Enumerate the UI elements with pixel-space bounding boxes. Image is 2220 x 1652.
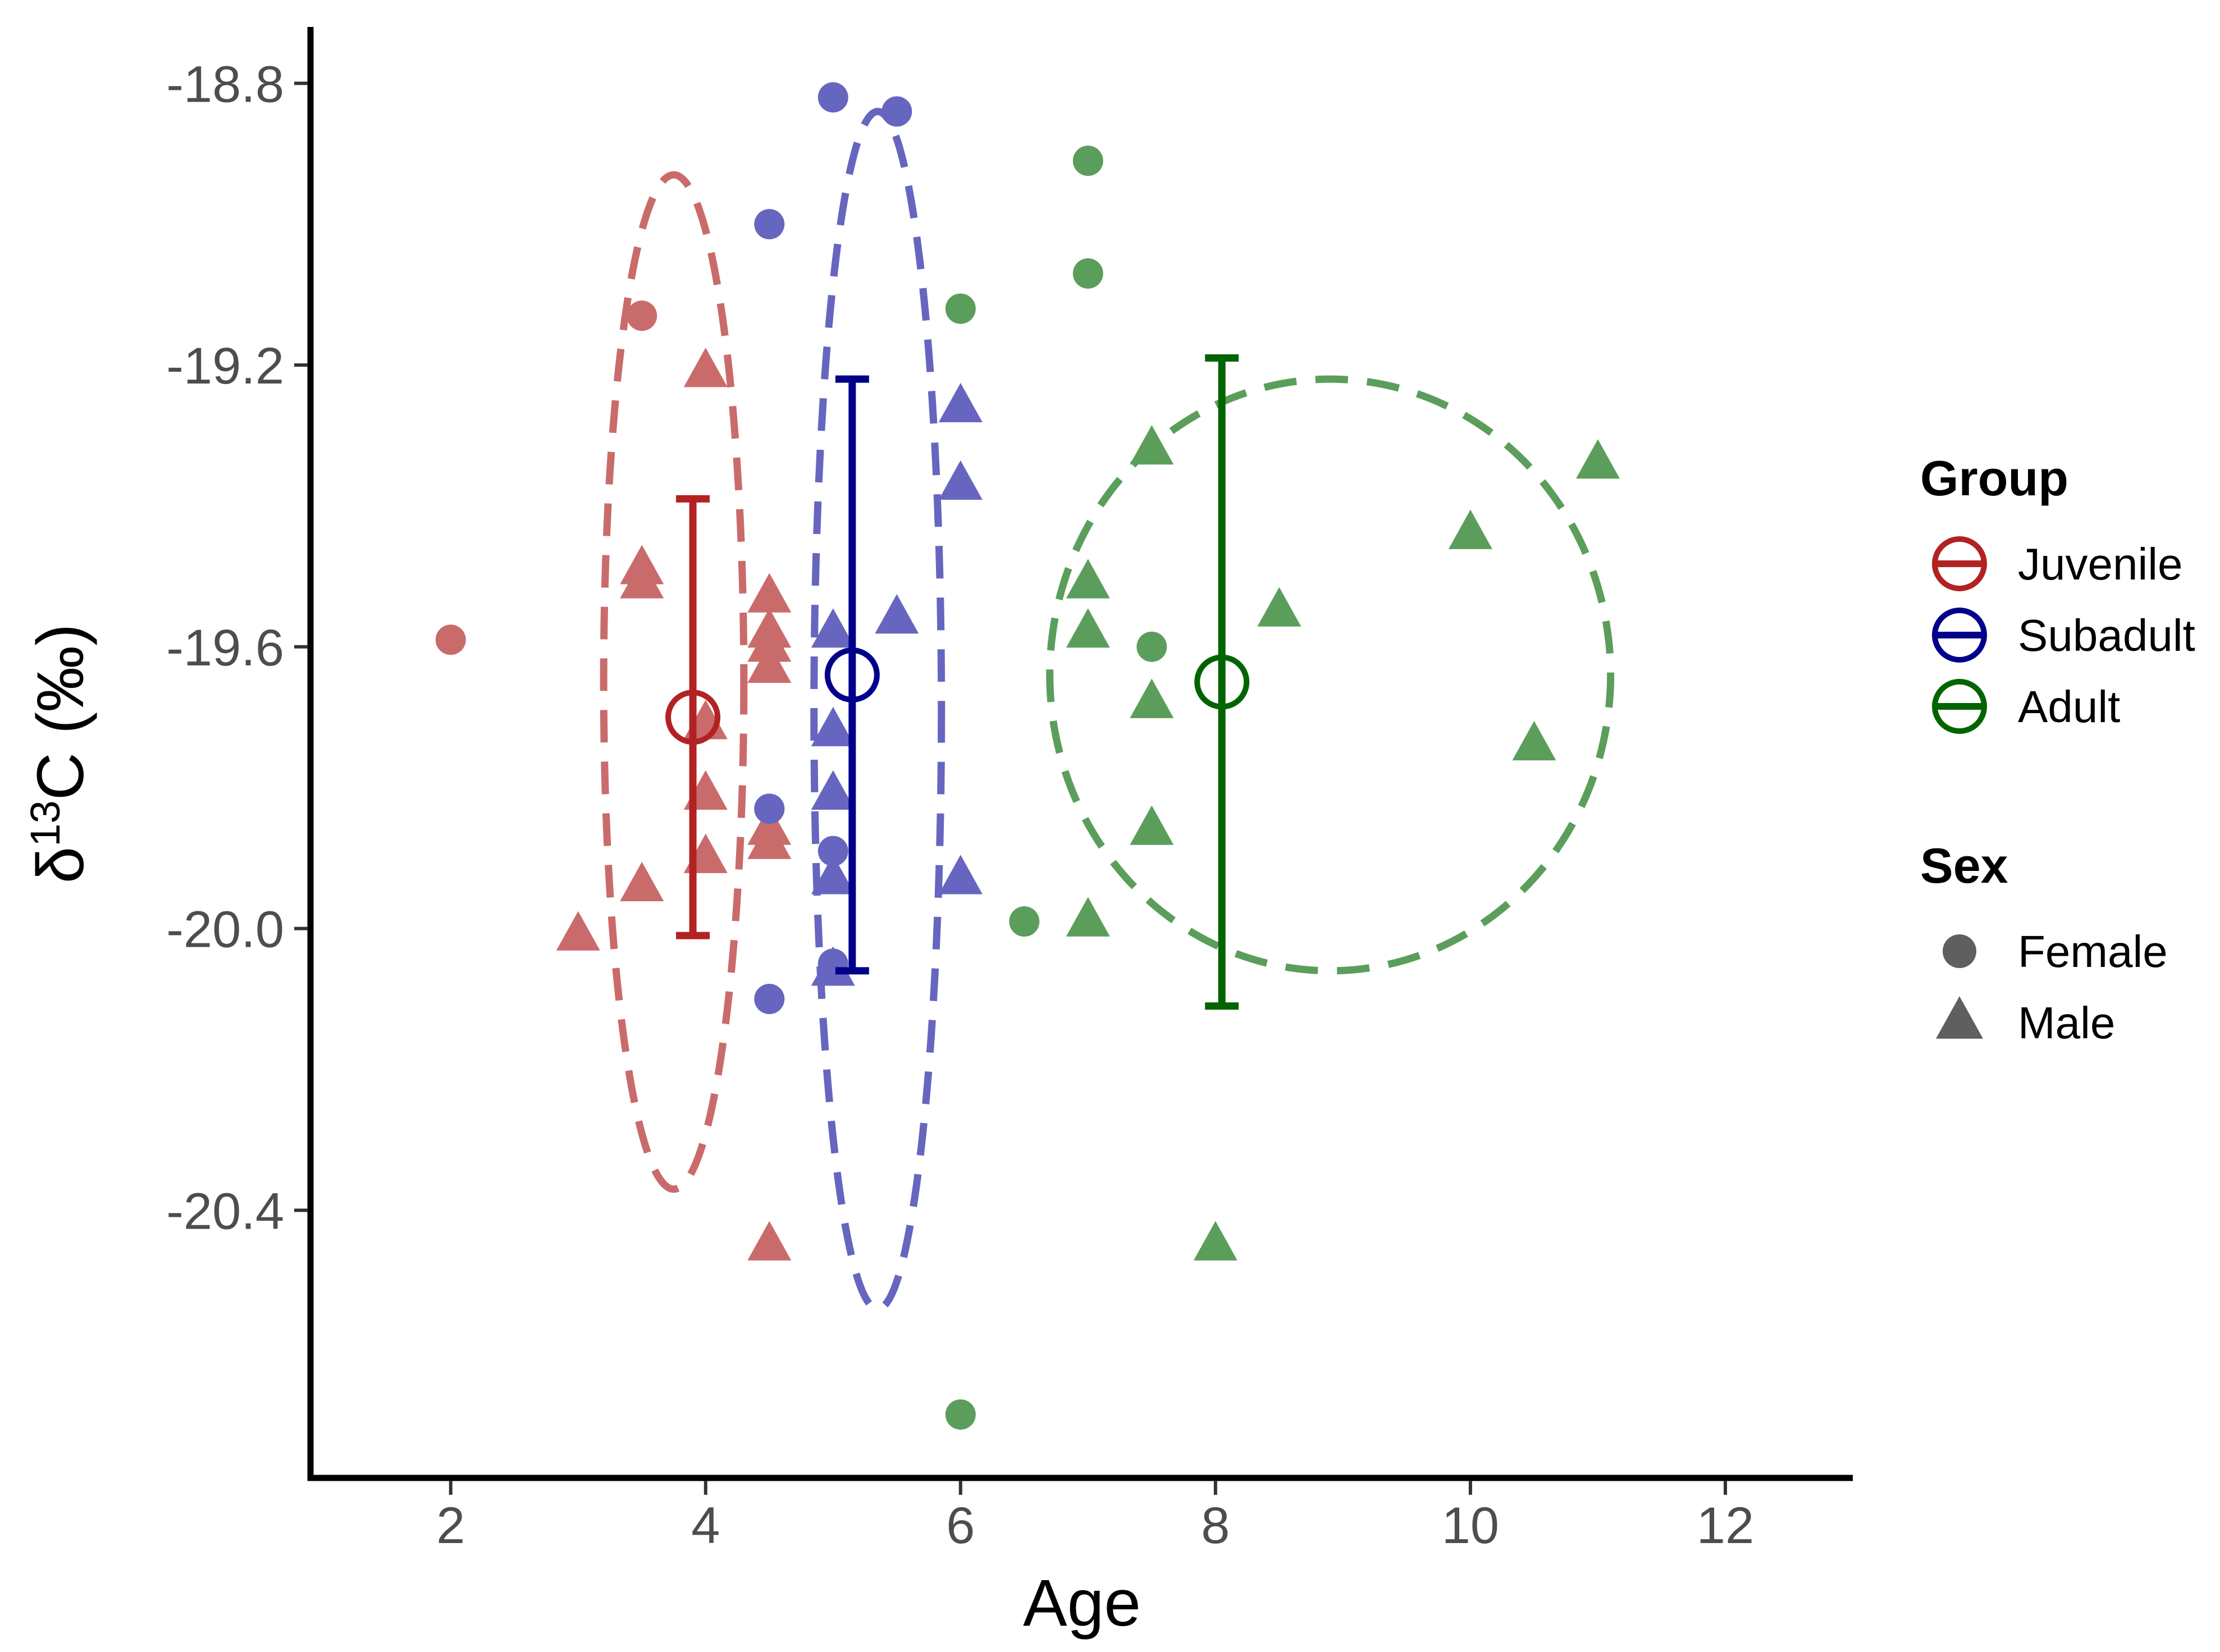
x-tick-label-8: 8: [1201, 1497, 1230, 1554]
point-subadult-5: [817, 836, 848, 866]
point-adult-6: [945, 1399, 976, 1430]
point-adult-7: [1575, 439, 1620, 479]
mean-marker-juvenile: [665, 690, 721, 745]
point-juvenile-12: [747, 573, 792, 613]
y-tick-label-20-4: -20.4: [166, 1183, 284, 1240]
point-juvenile-8: [556, 911, 600, 951]
legend-label-female: Female: [2018, 927, 2168, 976]
y-axis-title: δ13C (‰): [22, 624, 98, 884]
point-subadult-13: [811, 770, 855, 810]
x-axis-title: Age: [1023, 1566, 1141, 1640]
y-tick-label-18-8: -18.8: [166, 56, 284, 113]
point-subadult-14: [811, 855, 855, 895]
summary-layer: [665, 354, 1250, 1010]
legend-label-male: Male: [2018, 998, 2115, 1048]
x-tick-label-2: 2: [436, 1497, 465, 1554]
point-subadult-15: [938, 855, 983, 895]
point-subadult-16: [811, 946, 855, 986]
point-adult-12: [1066, 608, 1110, 648]
point-adult-11: [1257, 587, 1301, 627]
x-tick-label-4: 4: [691, 1497, 720, 1554]
point-adult-3: [945, 293, 976, 324]
point-subadult-11: [811, 608, 855, 648]
point-adult-1: [1072, 145, 1103, 176]
mean-marker-adult: [1194, 654, 1250, 710]
point-juvenile-2: [627, 300, 657, 331]
legend-key-female: [1943, 934, 1976, 968]
ellipse-layer: [600, 108, 1615, 1313]
point-adult-5: [1009, 906, 1040, 937]
point-subadult-2: [881, 96, 912, 127]
y-axis-title-suffix: C (‰): [24, 624, 98, 801]
y-tick-label-20: -20.0: [166, 901, 284, 959]
point-juvenile-7: [620, 861, 664, 902]
mean-marker-subadult: [824, 647, 880, 703]
legend-sex-items: Female Male: [1936, 927, 2168, 1048]
legend-sex-title: Sex: [1920, 838, 2008, 893]
point-layer: [435, 82, 1620, 1430]
point-adult-2: [1072, 258, 1103, 289]
legend: Group Juvenile Subadult Adult Sex Female Ma…: [1920, 450, 2195, 1048]
point-adult-9: [1448, 509, 1492, 549]
point-subadult-12: [811, 706, 855, 747]
y-tick-label-19-2: -19.2: [166, 337, 284, 395]
x-tick-label-10: 10: [1442, 1497, 1499, 1554]
point-adult-4: [1136, 631, 1167, 662]
point-adult-16: [1066, 897, 1110, 937]
ellipse-adult: [1046, 375, 1615, 975]
y-axis-title-superscript: 13: [22, 800, 68, 846]
axes: 2 4 6 8 10 12 -18.8 -19.2 -19.6 -20.0 -20.4: [166, 27, 1853, 1554]
point-subadult-1: [817, 82, 848, 113]
x-ticks: 2 4 6 8 10 12: [436, 1481, 1754, 1554]
legend-label-juvenile: Juvenile: [2018, 539, 2183, 589]
point-adult-14: [1512, 720, 1556, 761]
point-juvenile-4: [683, 348, 728, 387]
point-juvenile-6: [620, 559, 664, 599]
x-tick-label-12: 12: [1697, 1497, 1754, 1554]
ellipse-juvenile: [600, 171, 748, 1193]
point-adult-17: [1193, 1221, 1237, 1261]
legend-label-subadult: Subadult: [2018, 610, 2195, 660]
y-ticks: -18.8 -19.2 -19.6 -20.0 -20.4: [166, 56, 308, 1240]
legend-group-title: Group: [1920, 450, 2068, 506]
point-adult-13: [1130, 678, 1174, 718]
point-subadult-3: [754, 209, 785, 240]
legend-label-adult: Adult: [2018, 682, 2120, 732]
point-adult-15: [1130, 805, 1174, 845]
y-axis-title-prefix: δ: [24, 847, 98, 884]
point-juvenile-15: [747, 643, 792, 683]
legend-key-male: [1936, 996, 1983, 1039]
x-tick-label-6: 6: [946, 1497, 975, 1554]
point-subadult-8: [938, 382, 983, 423]
point-subadult-4: [754, 793, 785, 824]
point-juvenile-17: [747, 819, 792, 859]
point-juvenile-18: [747, 1221, 792, 1261]
legend-group-items: Juvenile Subadult Adult: [1932, 536, 2195, 734]
ellipse-subadult: [810, 108, 945, 1313]
point-adult-8: [1130, 425, 1174, 465]
point-juvenile-1: [435, 624, 466, 655]
point-subadult-7: [754, 984, 785, 1015]
y-tick-label-19-6: -19.6: [166, 619, 284, 677]
point-subadult-9: [938, 460, 983, 500]
point-juvenile-14: [747, 622, 792, 662]
point-subadult-10: [875, 594, 919, 634]
point-adult-10: [1066, 559, 1110, 599]
